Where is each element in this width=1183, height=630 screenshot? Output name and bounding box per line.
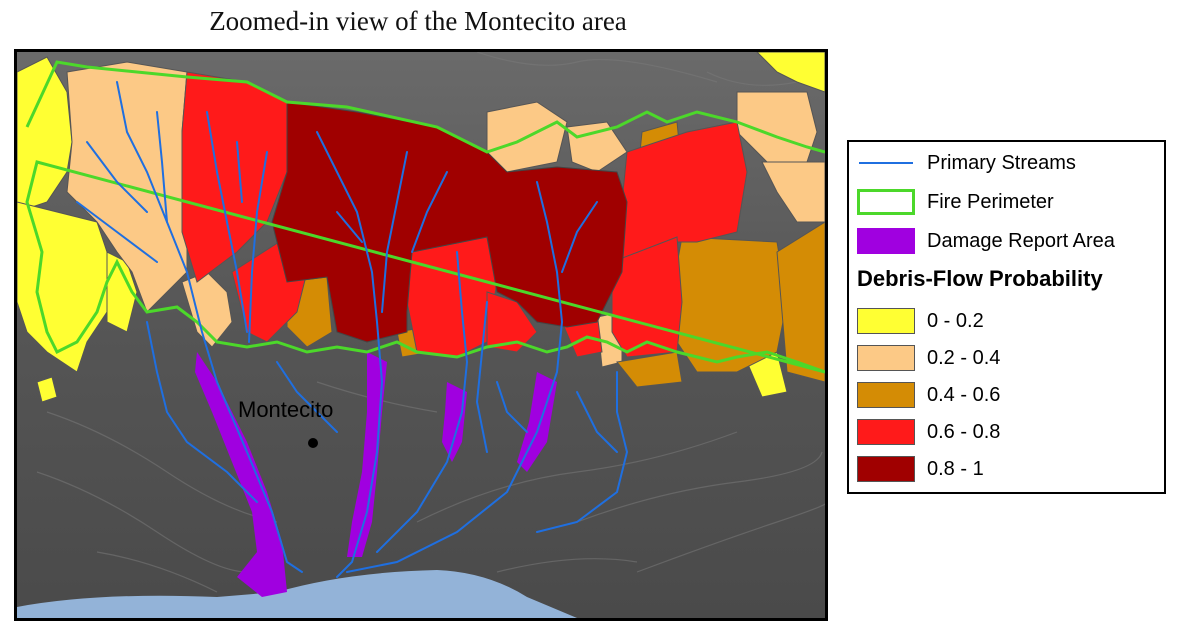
map-legend: Primary Streams Fire Perimeter Damage Re… (847, 140, 1166, 494)
legend-label: 0.2 - 0.4 (927, 346, 1001, 369)
legend-class-0.6-0.8: 0.6 - 0.8 (857, 417, 1000, 447)
probability-class-0.8-1 (271, 101, 628, 343)
damage-report-areas (195, 352, 557, 597)
legend-item-fire-perimeter: Fire Perimeter (857, 187, 1054, 217)
color-swatch (857, 456, 915, 482)
map-view[interactable]: Montecito (14, 49, 828, 621)
primary-streams (76, 81, 629, 578)
legend-class-0-0.2: 0 - 0.2 (857, 306, 984, 336)
fire-perimeter-symbol (857, 189, 915, 215)
map-canvas (17, 52, 825, 618)
legend-class-0.8-1: 0.8 - 1 (857, 454, 984, 484)
probability-class-0.6-0.8 (181, 71, 748, 358)
color-swatch (857, 345, 915, 371)
stream-line-symbol (857, 150, 915, 176)
legend-heading: Debris-Flow Probability (857, 266, 1103, 291)
legend-label: 0.6 - 0.8 (927, 420, 1001, 443)
montecito-point-marker (308, 438, 318, 448)
color-swatch (857, 382, 915, 408)
legend-label: Fire Perimeter (927, 190, 1054, 213)
legend-item-damage-report-area: Damage Report Area (857, 226, 1115, 256)
damage-area-symbol (857, 228, 915, 254)
legend-label: 0.4 - 0.6 (927, 383, 1001, 406)
legend-label: 0 - 0.2 (927, 309, 984, 332)
legend-item-primary-streams: Primary Streams (857, 148, 1076, 178)
terrain-hillshade (36, 52, 825, 593)
legend-label: Primary Streams (927, 151, 1076, 174)
legend-label: Damage Report Area (927, 229, 1115, 252)
legend-label: 0.8 - 1 (927, 457, 984, 480)
ocean (17, 570, 577, 618)
color-swatch (857, 308, 915, 334)
legend-class-0.4-0.6: 0.4 - 0.6 (857, 380, 1000, 410)
legend-class-0.2-0.4: 0.2 - 0.4 (857, 343, 1000, 373)
color-swatch (857, 419, 915, 445)
fire-perimeter (25, 60, 825, 374)
map-title: Zoomed-in view of the Montecito area (209, 6, 627, 36)
montecito-label: Montecito (238, 397, 334, 422)
